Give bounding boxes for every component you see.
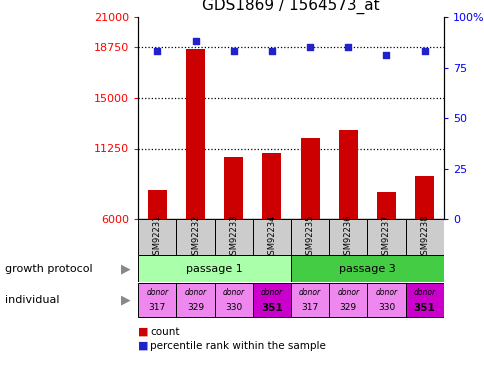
Text: count: count <box>150 327 180 337</box>
Text: passage 3: passage 3 <box>338 264 395 273</box>
Text: donor: donor <box>336 288 359 297</box>
Bar <box>214 219 252 255</box>
Text: 329: 329 <box>186 303 204 312</box>
Bar <box>367 283 405 317</box>
Bar <box>329 219 367 255</box>
Bar <box>214 283 252 317</box>
Text: 317: 317 <box>301 303 318 312</box>
Text: 329: 329 <box>339 303 356 312</box>
Bar <box>414 176 433 219</box>
Text: donor: donor <box>184 288 206 297</box>
Point <box>191 38 199 44</box>
Bar <box>148 190 166 219</box>
Bar <box>252 219 290 255</box>
Text: GSM92236: GSM92236 <box>343 214 352 260</box>
Text: ■: ■ <box>138 341 149 351</box>
Text: donor: donor <box>146 288 168 297</box>
Text: GSM92237: GSM92237 <box>381 214 390 260</box>
Bar <box>367 219 405 255</box>
Text: donor: donor <box>413 288 435 297</box>
Bar <box>405 219 443 255</box>
Point <box>420 48 428 54</box>
Bar <box>224 157 243 219</box>
Bar <box>300 138 319 219</box>
Bar <box>252 283 290 317</box>
Point <box>153 48 161 54</box>
Text: GSM92233: GSM92233 <box>229 214 238 260</box>
Bar <box>262 153 281 219</box>
Text: 317: 317 <box>149 303 166 312</box>
Bar <box>138 219 176 255</box>
Text: ▶: ▶ <box>121 293 131 306</box>
Text: 351: 351 <box>413 303 435 313</box>
Bar <box>290 219 329 255</box>
Text: ▶: ▶ <box>121 262 131 275</box>
Text: individual: individual <box>5 295 59 305</box>
Text: GSM92232: GSM92232 <box>191 214 199 260</box>
Text: donor: donor <box>260 288 282 297</box>
Text: passage 1: passage 1 <box>186 264 242 273</box>
Point <box>305 44 313 50</box>
Text: 330: 330 <box>377 303 394 312</box>
Point <box>229 48 237 54</box>
Text: ■: ■ <box>138 327 149 337</box>
Text: donor: donor <box>375 288 397 297</box>
Text: growth protocol: growth protocol <box>5 264 92 273</box>
Bar <box>176 219 214 255</box>
Bar <box>138 283 176 317</box>
Bar <box>329 283 367 317</box>
Bar <box>176 283 214 317</box>
Text: donor: donor <box>299 288 320 297</box>
Text: donor: donor <box>222 288 244 297</box>
Bar <box>405 283 443 317</box>
Text: GSM92234: GSM92234 <box>267 214 276 260</box>
Bar <box>138 255 290 282</box>
Point <box>382 53 390 58</box>
Bar <box>290 283 329 317</box>
Text: percentile rank within the sample: percentile rank within the sample <box>150 341 326 351</box>
Bar <box>185 49 205 219</box>
Bar <box>290 255 443 282</box>
Bar <box>376 192 395 219</box>
Text: 351: 351 <box>260 303 282 313</box>
Point <box>268 48 275 54</box>
Title: GDS1869 / 1564573_at: GDS1869 / 1564573_at <box>202 0 379 14</box>
Bar <box>338 130 357 219</box>
Text: GSM92235: GSM92235 <box>305 214 314 260</box>
Point <box>344 44 351 50</box>
Text: GSM92238: GSM92238 <box>419 214 428 260</box>
Text: 330: 330 <box>225 303 242 312</box>
Text: GSM92231: GSM92231 <box>152 214 162 260</box>
